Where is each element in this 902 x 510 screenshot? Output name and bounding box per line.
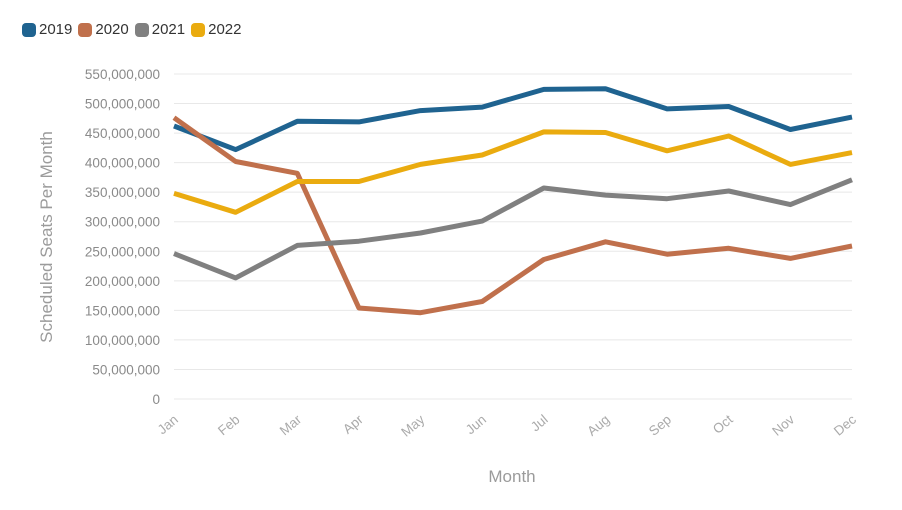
x-tick-label: Feb (215, 412, 242, 438)
y-tick-label: 250,000,000 (85, 244, 160, 259)
legend-item-2022[interactable]: 2022 (191, 21, 242, 38)
chart-legend: 2019 2020 2021 2022 (22, 21, 248, 38)
x-tick-label: Mar (277, 411, 305, 438)
series-line-2021[interactable] (173, 177, 853, 281)
legend-label: 2019 (39, 21, 73, 38)
legend-item-2019[interactable]: 2019 (22, 21, 72, 38)
y-tick-label: 550,000,000 (85, 67, 160, 82)
x-tick-label: Jul (528, 412, 551, 435)
x-tick-label: Aug (584, 412, 612, 439)
legend-label: 2020 (95, 21, 129, 38)
x-tick-label: Apr (340, 411, 366, 436)
legend-swatch (134, 22, 149, 37)
y-tick-label: 350,000,000 (85, 185, 160, 200)
x-axis-title: Month (488, 467, 535, 486)
y-axis-ticks: 0 50,000,000 100,000,000 150,000,000 200,000… (85, 67, 160, 407)
y-tick-label: 450,000,000 (85, 126, 160, 141)
legend-item-2020[interactable]: 2020 (78, 21, 129, 38)
legend-item-2021[interactable]: 2021 (134, 21, 186, 38)
y-tick-label: 300,000,000 (85, 215, 160, 230)
legend-label: 2021 (151, 21, 186, 38)
legend-swatch (22, 22, 36, 37)
gridlines (174, 73, 852, 400)
series-line-2019[interactable] (173, 86, 853, 153)
series-lines (172, 86, 853, 316)
y-tick-label: 200,000,000 (85, 274, 160, 289)
y-tick-label: 400,000,000 (85, 156, 160, 171)
y-tick-label: 150,000,000 (85, 303, 160, 318)
y-axis-title: Scheduled Seats Per Month (37, 131, 56, 343)
legend-swatch (78, 22, 93, 37)
y-tick-label: 100,000,000 (85, 333, 160, 348)
x-tick-label: Jun (463, 412, 489, 437)
legend-label: 2022 (208, 21, 242, 38)
x-tick-label: Dec (831, 412, 859, 439)
y-tick-label: 0 (152, 392, 160, 407)
x-axis-ticks: Jan Feb Mar Apr May Jun Jul Aug Sep Oct Nov Dec (155, 411, 860, 439)
x-tick-label: Jan (155, 412, 181, 437)
y-tick-label: 50,000,000 (92, 362, 160, 377)
series-line-2020[interactable] (172, 115, 853, 316)
legend-swatch (191, 22, 206, 37)
x-tick-label: Sep (646, 412, 674, 439)
x-tick-label: Nov (769, 412, 797, 439)
x-tick-label: Oct (710, 412, 736, 437)
y-tick-label: 500,000,000 (85, 97, 160, 112)
x-tick-label: May (398, 412, 427, 440)
series-line-2022[interactable] (173, 129, 853, 215)
